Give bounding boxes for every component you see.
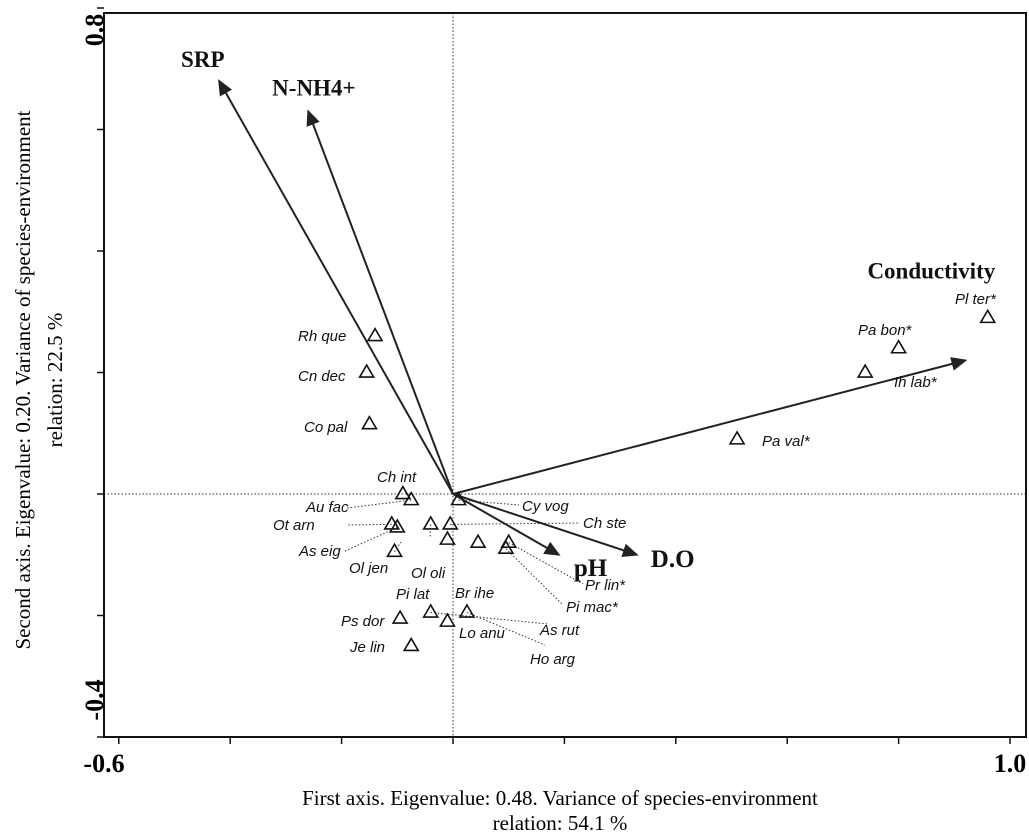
x-tick-label-min: -0.6 [83,749,124,778]
arrow-d-o [452,493,639,558]
species-label-pr-lin: Pr lin* [585,577,626,594]
species-label-as-rut: As rut [539,622,580,639]
species-label-ch-ste: Ch ste [583,515,626,532]
species-marker-ch-int [394,484,412,500]
label-leader-lines [344,499,584,646]
species-marker-ol-oli [422,515,440,530]
species-marker-au-fac [402,491,420,506]
leader-line-as-eig [344,526,398,552]
species-label-ih-lab: Ih lab* [894,374,938,391]
leader-line-ho-arg [466,612,546,646]
species-marker-co-pal [361,415,378,430]
y-tick-label-min: -0.4 [80,679,109,720]
species-label-ol-oli: Ol oli [411,565,446,582]
leader-line-ot-arn [347,523,392,526]
species-marker-ch-ste [441,515,459,530]
species-label-rh-que: Rh que [298,328,346,345]
species-marker-rh-que [366,327,384,342]
species-marker-pa-bon [890,339,907,354]
x-axis-ticks [118,737,1011,744]
arrow-label-n-nh4: N-NH4+ [272,75,355,100]
species-label-br-ihe: Br ihe [455,585,494,602]
x-tick-label-max: 1.0 [994,749,1027,778]
species-marker-br-ihe [469,533,487,548]
species-marker-pa-val [728,430,746,445]
species-label-ot-arn: Ot arn [273,517,315,534]
leader-line-ol-oli [429,524,432,539]
x-axis-title-line-1: First axis. Eigenvalue: 0.48. Variance o… [302,786,818,810]
arrow-n-nh4 [306,109,454,495]
reference-lines [104,13,1026,737]
species-marker-ot-arn [383,515,401,530]
species-label-pl-ter: Pl ter* [955,291,997,308]
arrow-label-srp: SRP [181,47,224,72]
species-marker-pi-mac [497,539,515,555]
species-marker-pi-lat [439,530,456,545]
species-label-ps-dor: Ps dor [341,613,385,630]
leader-line-au-fac [346,499,412,509]
environment-arrows: SRP N-NH4+ Conductivity pH D.O [181,47,996,582]
y-axis-title-line-2: relation: 22.5 % [43,313,67,448]
arrow-label-d-o: D.O [651,546,695,573]
arrow-label-conductivity: Conductivity [867,258,995,283]
species-label-ch-int: Ch int [377,469,417,486]
species-marker-as-rut [422,603,440,618]
arrow-ph [452,493,561,556]
species-label-cn-dec: Cn dec [298,368,346,385]
species-marker-lo-anu [439,612,456,627]
species-marker-cn-dec [358,363,376,378]
species-label-je-lin: Je lin [349,639,385,656]
arrow-label-ph: pH [574,555,608,582]
leader-line-as-rut [430,611,549,625]
species-marker-je-lin [402,636,420,652]
y-axis-ticks [97,7,104,738]
species-points: Pl ter* Pa bon* Ih lab* Pa val* Rh que Cn dec… [273,291,997,668]
species-label-pa-val: Pa val* [762,433,811,450]
species-label-pa-bon: Pa bon* [858,322,913,339]
arrow-srp [218,79,454,495]
species-marker-as-eig [388,518,406,533]
y-axis-title-line-1: Second axis. Eigenvalue: 0.20. Variance … [11,110,35,649]
species-marker-ih-lab [856,363,874,378]
species-marker-pl-ter [979,308,997,324]
species-label-ho-arg: Ho arg [530,651,576,668]
species-label-pi-lat: Pi lat [396,586,430,603]
species-marker-ho-arg [458,603,476,618]
y-tick-label-max: 0.8 [80,14,109,47]
species-marker-cy-vog [450,491,467,506]
species-label-lo-anu: Lo anu [459,625,506,642]
species-marker-ol-jen [386,542,403,558]
species-label-pi-mac: Pi mac* [566,599,619,616]
x-axis-title-line-2: relation: 54.1 % [493,811,628,835]
arrow-conductivity [452,357,968,495]
species-label-cy-vog: Cy vog [522,498,569,515]
species-label-as-eig: As eig [298,543,341,560]
species-label-co-pal: Co pal [304,419,348,436]
leader-line-ch-ste [450,522,581,525]
species-label-au-fac: Au fac [305,499,349,516]
leader-line-pr-lin [508,542,584,585]
species-label-ol-jen: Ol jen [349,560,388,577]
species-marker-ps-dor [391,609,409,624]
leader-line-pi-mac [505,548,564,606]
